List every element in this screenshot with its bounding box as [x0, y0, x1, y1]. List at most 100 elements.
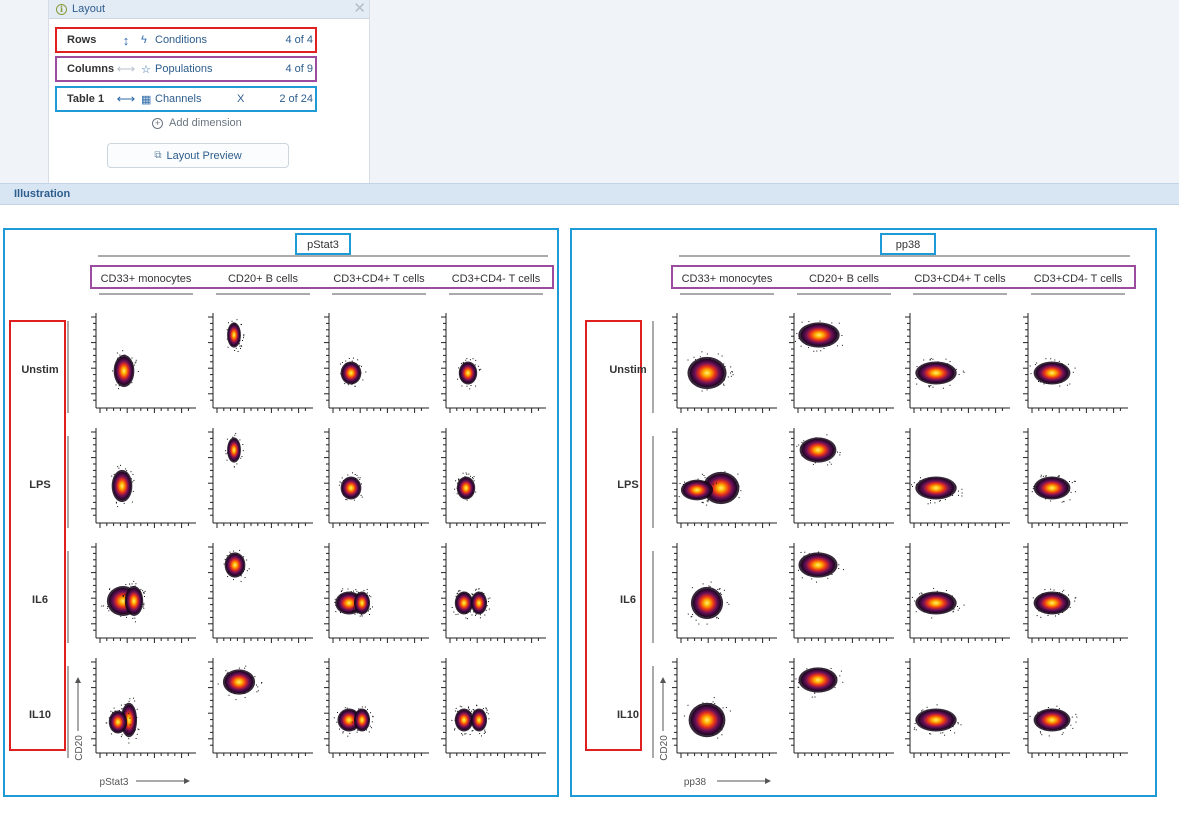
- event-dot: [926, 706, 928, 708]
- event-dot: [961, 488, 963, 490]
- event-dot: [1075, 721, 1077, 723]
- event-dot: [354, 729, 355, 731]
- event-dot: [920, 592, 922, 594]
- event-dot: [1029, 365, 1031, 367]
- event-dot: [347, 384, 349, 386]
- event-dot: [455, 595, 457, 597]
- density-blob: [918, 478, 954, 498]
- event-dot: [472, 477, 473, 479]
- event-dot: [465, 472, 467, 474]
- event-dot: [122, 350, 124, 352]
- event-dot: [115, 501, 117, 503]
- event-dot: [456, 493, 458, 495]
- table-2: pp38 CD33+ monocytes CD20+ B cells CD3+CD4+…: [570, 228, 1157, 797]
- event-dot: [813, 350, 815, 352]
- event-dot: [1074, 480, 1076, 482]
- close-icon[interactable]: ✕: [353, 0, 366, 17]
- plot-cell: [324, 428, 429, 528]
- event-dot: [466, 473, 468, 475]
- event-dot: [912, 486, 913, 487]
- layout-preview-button[interactable]: ⧉ Layout Preview: [107, 143, 289, 168]
- event-dot: [952, 611, 954, 613]
- event-dot: [460, 362, 462, 364]
- event-dot: [707, 477, 709, 479]
- density-blob: [1036, 710, 1068, 730]
- event-dot: [1073, 480, 1075, 482]
- event-dot: [353, 499, 355, 501]
- table-1: pStat3 CD33+ monocytes CD20+ B cells CD3+CD…: [3, 228, 559, 797]
- columns-dimension[interactable]: Columns ⟷ ☆ Populations 4 of 9: [55, 56, 317, 82]
- event-dot: [124, 703, 126, 705]
- event-dot: [226, 329, 228, 331]
- event-dot: [1050, 500, 1052, 502]
- event-dot: [796, 332, 798, 334]
- rows-count[interactable]: 4 of 4: [285, 34, 313, 46]
- event-dot: [240, 457, 242, 459]
- event-dot: [134, 362, 136, 364]
- event-dot: [474, 364, 476, 366]
- event-dot: [471, 614, 473, 616]
- event-dot: [143, 607, 145, 609]
- event-dot: [1070, 724, 1072, 726]
- rows-dimension-name[interactable]: Conditions: [155, 34, 207, 46]
- event-dot: [128, 742, 130, 744]
- event-dot: [485, 609, 487, 611]
- event-dot: [1039, 731, 1041, 733]
- event-dot: [229, 551, 231, 553]
- plot-cell: [208, 658, 313, 758]
- event-dot: [235, 347, 237, 349]
- event-dot: [235, 699, 237, 701]
- plot-cell: [905, 543, 1010, 643]
- event-dot: [487, 598, 489, 600]
- density-blob: [918, 710, 954, 730]
- event-dot: [228, 322, 229, 324]
- event-dot: [698, 623, 700, 625]
- event-dot: [362, 379, 364, 381]
- plot-cell: [324, 658, 429, 758]
- event-dot: [834, 687, 836, 689]
- event-dot: [475, 614, 476, 616]
- event-dot: [129, 583, 130, 585]
- table-dimension-name[interactable]: Channels: [155, 93, 202, 105]
- event-dot: [1064, 727, 1066, 729]
- event-dot: [120, 464, 121, 466]
- add-dimension-button[interactable]: + Add dimension: [152, 117, 242, 129]
- event-dot: [1072, 371, 1074, 373]
- rows-dimension[interactable]: Rows ↕ ϟ Conditions 4 of 4: [55, 27, 317, 53]
- columns-count[interactable]: 4 of 9: [285, 63, 313, 75]
- event-dot: [481, 591, 483, 593]
- column-header: CD33+ monocytes: [682, 273, 773, 285]
- event-dot: [697, 478, 699, 480]
- event-dot: [1071, 482, 1073, 484]
- channel-header-box: [295, 233, 351, 255]
- event-dot: [142, 590, 144, 592]
- table-count[interactable]: 2 of 24: [279, 93, 313, 105]
- event-dot: [1061, 733, 1063, 735]
- event-dot: [470, 721, 471, 723]
- event-dot: [338, 484, 340, 486]
- event-dot: [1040, 476, 1042, 478]
- event-dot: [134, 700, 136, 702]
- event-dot: [1043, 383, 1045, 385]
- event-dot: [366, 729, 367, 731]
- event-dot: [367, 708, 368, 710]
- event-dot: [137, 371, 139, 372]
- layout-preview-label: Layout Preview: [166, 149, 242, 162]
- plot-cell: [441, 658, 546, 758]
- columns-dimension-name[interactable]: Populations: [155, 63, 213, 75]
- event-dot: [949, 384, 951, 386]
- event-dot: [716, 616, 718, 618]
- event-dot: [256, 691, 258, 693]
- event-dot: [352, 610, 354, 611]
- event-dot: [843, 569, 844, 571]
- event-dot: [237, 351, 239, 352]
- event-dot: [241, 345, 243, 347]
- event-dot: [470, 720, 472, 722]
- density-blob: [691, 705, 723, 735]
- x-axis-label: pp38: [684, 777, 707, 788]
- table-dimension[interactable]: Table 1 ⟷ ▦ Channels X 2 of 24: [55, 86, 317, 112]
- event-dot: [475, 359, 477, 361]
- event-dot: [808, 321, 810, 323]
- density-blob: [918, 593, 954, 613]
- event-dot: [238, 667, 240, 669]
